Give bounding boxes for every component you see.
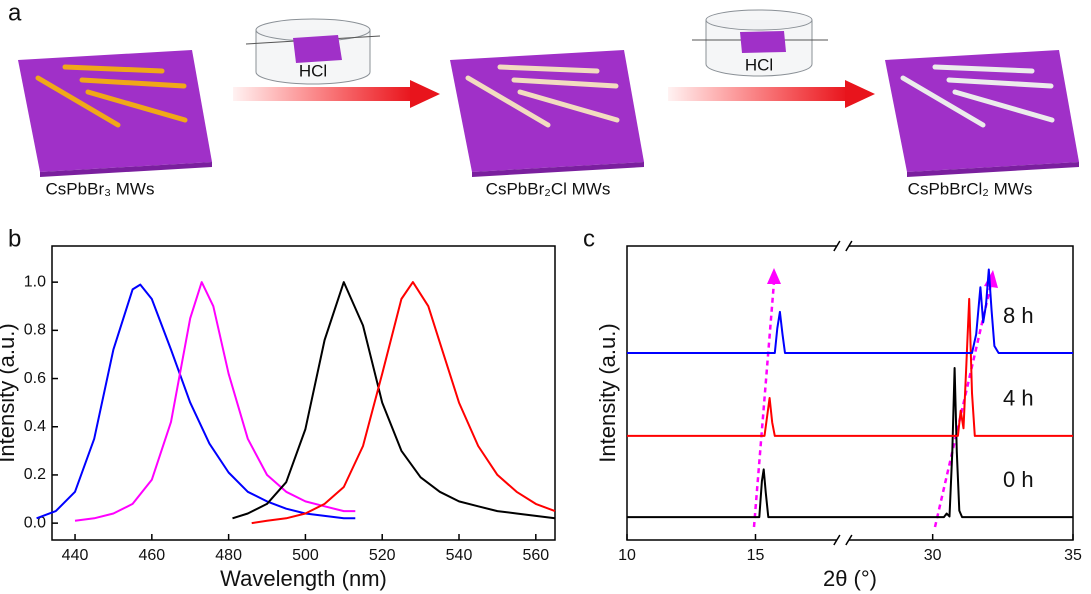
arrow-head xyxy=(845,80,875,108)
series-line xyxy=(627,268,1073,354)
series-line xyxy=(627,367,1073,519)
series-label: 0 h xyxy=(1003,467,1034,492)
x-axis-label: 2θ (°) xyxy=(823,566,877,591)
x-tick-label: 440 xyxy=(62,547,89,564)
substrate-edge xyxy=(907,162,1079,177)
stage-label: CsPbBrCl₂ MWs xyxy=(908,179,1033,198)
series-line xyxy=(232,281,556,520)
x-tick-label: 540 xyxy=(446,547,473,564)
panel-label: a xyxy=(8,0,22,26)
x-tick-label: 15 xyxy=(747,547,765,564)
series-line xyxy=(251,281,556,525)
substrate xyxy=(18,50,212,172)
plot-frame xyxy=(626,245,1074,541)
y-tick-label: 0.0 xyxy=(24,514,46,531)
arrow-head xyxy=(410,80,440,108)
guide-arrow-head xyxy=(767,268,781,284)
axis-break-gap xyxy=(836,242,849,250)
wires xyxy=(35,64,188,128)
y-tick-label: 1.0 xyxy=(24,273,46,290)
x-tick-label: 500 xyxy=(292,547,319,564)
reagent-label: HCl xyxy=(745,55,773,74)
x-tick-label: 30 xyxy=(924,547,942,564)
reagent-label: HCl xyxy=(299,61,327,80)
x-tick-label: 560 xyxy=(522,547,549,564)
axis-break xyxy=(833,240,853,252)
axis-break xyxy=(833,534,853,546)
y-axis-label: Intensity (a.u.) xyxy=(595,323,620,462)
beaker xyxy=(245,18,381,85)
y-tick-label: 0.8 xyxy=(24,322,46,339)
series-line xyxy=(74,281,356,522)
arrow xyxy=(233,87,413,101)
stage-label: CsPbBr₂Cl MWs xyxy=(486,179,611,198)
series-line xyxy=(36,283,356,520)
y-tick-label: 0.6 xyxy=(24,370,46,387)
series-label: 4 h xyxy=(1003,386,1034,411)
beaker xyxy=(692,9,828,77)
x-axis-label: Wavelength (nm) xyxy=(220,566,387,591)
y-tick-label: 0.2 xyxy=(24,466,46,483)
guide-arrow xyxy=(752,281,993,528)
y-axis-label: Intensity (a.u.) xyxy=(0,323,19,462)
substrate-edge xyxy=(40,162,212,177)
x-tick-label: 10 xyxy=(618,547,636,564)
plot-frame xyxy=(51,245,556,541)
panel-label: b xyxy=(8,225,21,252)
axis-break-gap xyxy=(836,536,849,544)
y-tick-label: 0.4 xyxy=(24,418,46,435)
series-line xyxy=(627,297,1073,437)
x-tick-label: 520 xyxy=(369,547,396,564)
x-tick-label: 460 xyxy=(138,547,165,564)
substrate xyxy=(885,50,1079,172)
series-label: 8 h xyxy=(1003,303,1034,328)
arrow xyxy=(668,87,848,101)
x-tick-label: 35 xyxy=(1064,547,1082,564)
panel-label: c xyxy=(583,225,595,252)
substrate xyxy=(450,50,644,172)
wires xyxy=(900,64,1055,128)
stage-label: CsPbBr₃ MWs xyxy=(46,179,155,198)
guide-arrow-head xyxy=(984,270,998,288)
substrate-edge xyxy=(472,162,644,177)
wires xyxy=(465,64,620,128)
x-tick-label: 480 xyxy=(215,547,242,564)
schematic: HCl HCl CsPbBr₃ MWs CsPbBr₂Cl MWs CsPbBr… xyxy=(18,9,1079,198)
